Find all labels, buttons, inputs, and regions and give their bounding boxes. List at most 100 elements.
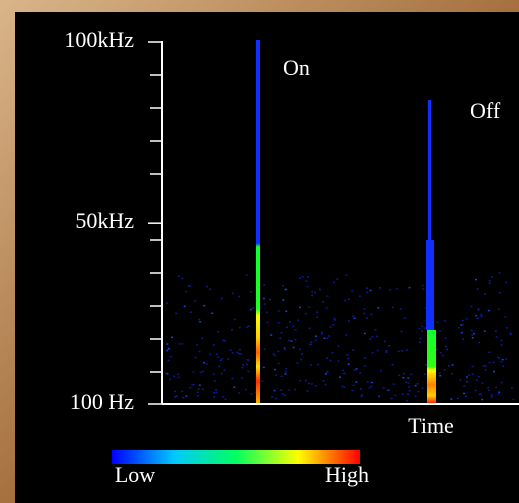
noise-dot — [498, 292, 501, 294]
noise-dot — [497, 356, 499, 358]
noise-dot — [435, 348, 438, 351]
noise-dot — [353, 369, 356, 371]
noise-dot — [236, 351, 239, 354]
noise-dot — [290, 340, 293, 342]
noise-dot — [471, 337, 474, 339]
noise-dot — [327, 335, 330, 337]
noise-dot — [304, 379, 307, 382]
noise-dot — [241, 366, 244, 369]
noise-dot — [306, 390, 309, 392]
noise-dot — [192, 371, 195, 373]
noise-dot — [501, 358, 504, 361]
noise-dot — [245, 388, 248, 391]
noise-dot — [314, 339, 317, 342]
noise-dot — [353, 317, 356, 319]
noise-dot — [498, 391, 501, 393]
noise-dot — [370, 381, 373, 384]
noise-dot — [511, 387, 513, 389]
panel — [15, 12, 519, 503]
noise-dot — [461, 323, 464, 326]
noise-dot — [416, 383, 419, 385]
noise-dot — [371, 351, 374, 354]
noise-dot — [294, 338, 297, 341]
noise-dot — [363, 308, 366, 310]
noise-dot — [187, 285, 190, 287]
noise-dot — [273, 389, 276, 392]
noise-dot — [197, 388, 200, 390]
noise-dot — [261, 380, 264, 382]
noise-dot — [320, 333, 323, 335]
noise-dot — [175, 312, 178, 315]
noise-dot — [292, 325, 295, 328]
noise-dot — [494, 330, 497, 332]
noise-dot — [169, 355, 172, 358]
noise-dot — [395, 288, 398, 290]
noise-dot — [436, 321, 439, 323]
noise-dot — [408, 390, 411, 392]
noise-dot — [194, 356, 197, 359]
noise-dot — [463, 385, 466, 387]
noise-dot — [307, 276, 310, 278]
noise-dot — [169, 378, 172, 380]
noise-dot — [203, 304, 206, 307]
noise-dot — [424, 327, 427, 329]
noise-dot — [509, 333, 512, 336]
noise-dot — [484, 293, 486, 295]
noise-dot — [419, 337, 422, 340]
noise-dot — [181, 343, 184, 345]
noise-dot — [178, 343, 181, 345]
noise-dot — [422, 288, 425, 290]
noise-dot — [471, 373, 474, 375]
noise-dot — [391, 306, 394, 309]
noise-dot — [269, 298, 271, 301]
noise-dot — [285, 310, 288, 313]
noise-dot — [209, 353, 212, 355]
noise-dot — [389, 289, 391, 291]
noise-dot — [478, 393, 481, 395]
x-axis-label: Time — [408, 413, 454, 438]
noise-dot — [491, 276, 493, 278]
noise-dot — [305, 280, 308, 282]
y-tick-label: 100kHz — [64, 27, 134, 52]
noise-dot — [189, 311, 192, 313]
noise-dot — [181, 277, 184, 280]
noise-dot — [358, 295, 361, 297]
noise-dot — [394, 394, 397, 397]
noise-dot — [363, 365, 366, 367]
noise-dot — [231, 352, 234, 354]
noise-dot — [344, 299, 347, 302]
noise-dot — [421, 325, 424, 328]
noise-dot — [271, 396, 274, 398]
noise-dot — [282, 284, 284, 287]
noise-dot — [477, 375, 480, 378]
noise-dot — [482, 365, 485, 367]
noise-dot — [490, 394, 493, 396]
noise-dot — [252, 307, 255, 309]
noise-dot — [306, 285, 309, 288]
noise-dot — [414, 395, 417, 397]
noise-dot — [283, 347, 286, 349]
noise-dot — [263, 348, 266, 350]
noise-dot — [470, 329, 473, 332]
noise-dot — [316, 311, 319, 313]
noise-dot — [439, 352, 442, 354]
noise-dot — [479, 393, 482, 395]
noise-dot — [194, 300, 197, 302]
noise-dot — [220, 297, 223, 300]
noise-dot — [292, 346, 295, 349]
noise-dot — [421, 284, 424, 287]
noise-dot — [220, 358, 223, 360]
noise-dot — [478, 341, 481, 344]
noise-dot — [217, 331, 220, 333]
noise-dot — [213, 344, 215, 346]
noise-dot — [192, 383, 195, 386]
noise-dot — [232, 292, 234, 295]
noise-dot — [336, 278, 339, 280]
y-tick-label: 50kHz — [75, 208, 134, 233]
noise-dot — [284, 288, 286, 291]
noise-dot — [277, 350, 280, 353]
noise-dot — [283, 394, 286, 397]
noise-dot — [471, 334, 474, 336]
noise-dot — [450, 398, 453, 400]
noise-dot — [451, 364, 454, 366]
